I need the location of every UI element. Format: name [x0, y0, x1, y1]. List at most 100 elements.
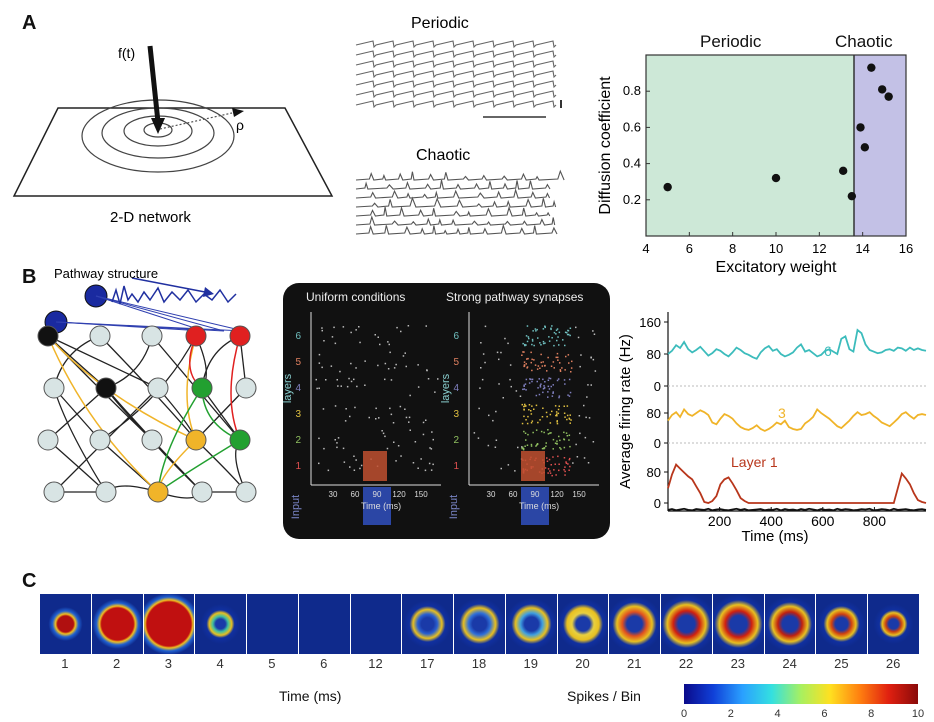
spike-dot: [530, 422, 533, 424]
spike-dot: [570, 419, 572, 421]
spike-dot: [334, 405, 337, 407]
layer-tick-label: 5: [295, 357, 301, 368]
spike-dot: [330, 365, 333, 367]
spike-dot: [349, 415, 351, 418]
spike-dot: [535, 330, 537, 332]
input-label: f(t): [118, 45, 135, 61]
x-tick-label: 6: [686, 241, 693, 256]
frame-label: 26: [885, 656, 901, 671]
spike-dot: [569, 327, 572, 329]
spike-dot: [544, 365, 546, 367]
chaotic-trace: [355, 223, 558, 235]
raster-time-tick: 60: [351, 490, 360, 499]
spike-dot: [429, 447, 431, 449]
colorbar-tick: 0: [680, 708, 688, 720]
spike-dot: [588, 417, 591, 419]
frame-label: 2: [113, 656, 121, 671]
spike-dot: [550, 464, 552, 466]
spike-dot: [523, 364, 526, 366]
y-tick-label: 0.8: [623, 83, 641, 98]
x-tick-label: 14: [855, 241, 869, 256]
spike-dot: [557, 356, 559, 359]
spike-dot: [556, 415, 558, 417]
spike-dot: [523, 388, 526, 390]
spike-dot: [542, 328, 545, 330]
panel-letter-b: B: [22, 266, 37, 288]
frame-label: 21: [627, 656, 642, 671]
spike-dot: [432, 463, 434, 466]
spike-dot: [478, 407, 480, 410]
spike-dot: [524, 343, 526, 346]
spike-dot: [532, 330, 534, 332]
spike-dot: [521, 354, 523, 356]
spike-dot: [557, 412, 560, 415]
spike-dot: [358, 326, 360, 328]
spike-dot: [555, 474, 557, 476]
spike-dot: [404, 352, 406, 354]
panel-c-xlabel: Time (ms): [279, 688, 342, 704]
periodic-traces: [355, 40, 557, 109]
spike-dot: [507, 464, 510, 466]
spike-dot: [530, 413, 533, 415]
rate-series-line: [667, 328, 927, 360]
spike-dot: [555, 356, 557, 359]
chaotic-trace: [355, 196, 557, 208]
frame-label: 17: [419, 656, 435, 671]
spike-dot: [563, 405, 565, 407]
spike-dot: [565, 461, 567, 463]
spike-dot: [340, 385, 342, 387]
spike-dot: [390, 413, 393, 416]
x-tick-label: 4: [642, 241, 649, 256]
spike-dot: [509, 378, 511, 381]
spike-dot: [538, 393, 541, 396]
spike-dot: [325, 379, 327, 381]
spike-dot: [484, 361, 486, 364]
spike-dot: [526, 444, 529, 446]
spike-dot: [550, 385, 552, 388]
spike-dot: [579, 365, 581, 368]
activity-frame: [660, 594, 712, 654]
spike-dot: [548, 340, 551, 342]
spike-dot: [479, 387, 481, 389]
spike-dot: [565, 355, 567, 358]
spike-dot: [569, 422, 571, 424]
spike-dot: [386, 447, 389, 450]
frame-label: 19: [523, 656, 538, 671]
spike-dot: [431, 431, 433, 433]
layer-tick-label: 5: [453, 357, 459, 368]
spike-dot: [560, 448, 562, 450]
spike-dot: [547, 433, 550, 435]
activity-frame: [453, 594, 505, 654]
spike-dot: [336, 446, 338, 449]
input-spike-train: [111, 285, 237, 305]
spike-dot: [564, 369, 566, 371]
spike-dot: [374, 334, 376, 336]
spike-dot: [364, 384, 366, 386]
spike-dot: [530, 378, 532, 381]
spike-dot: [521, 447, 523, 450]
spike-dot: [567, 354, 570, 356]
spike-dot: [537, 365, 540, 367]
spike-dot: [510, 385, 512, 388]
spike-dot: [393, 367, 396, 369]
y-tick-label: 0.6: [623, 119, 641, 134]
spike-dot: [594, 370, 597, 372]
spike-dot: [534, 328, 537, 330]
spike-dot: [350, 362, 352, 365]
spike-dot: [549, 377, 552, 380]
spike-dot: [527, 433, 529, 436]
spike-dot: [566, 414, 569, 417]
spike-dot: [425, 325, 427, 327]
network-node: [185, 325, 207, 347]
spike-dot: [408, 416, 411, 419]
spike-dot: [592, 358, 595, 361]
spike-dot: [321, 366, 323, 369]
spike-dot: [514, 470, 516, 472]
spike-dot: [539, 384, 542, 387]
spike-dot: [527, 415, 529, 418]
spike-dot: [382, 432, 385, 435]
raster-xlabel-text: Time (ms): [361, 501, 401, 511]
spike-dot: [477, 437, 480, 439]
colorbar: [684, 684, 918, 704]
spike-dot: [344, 420, 347, 422]
